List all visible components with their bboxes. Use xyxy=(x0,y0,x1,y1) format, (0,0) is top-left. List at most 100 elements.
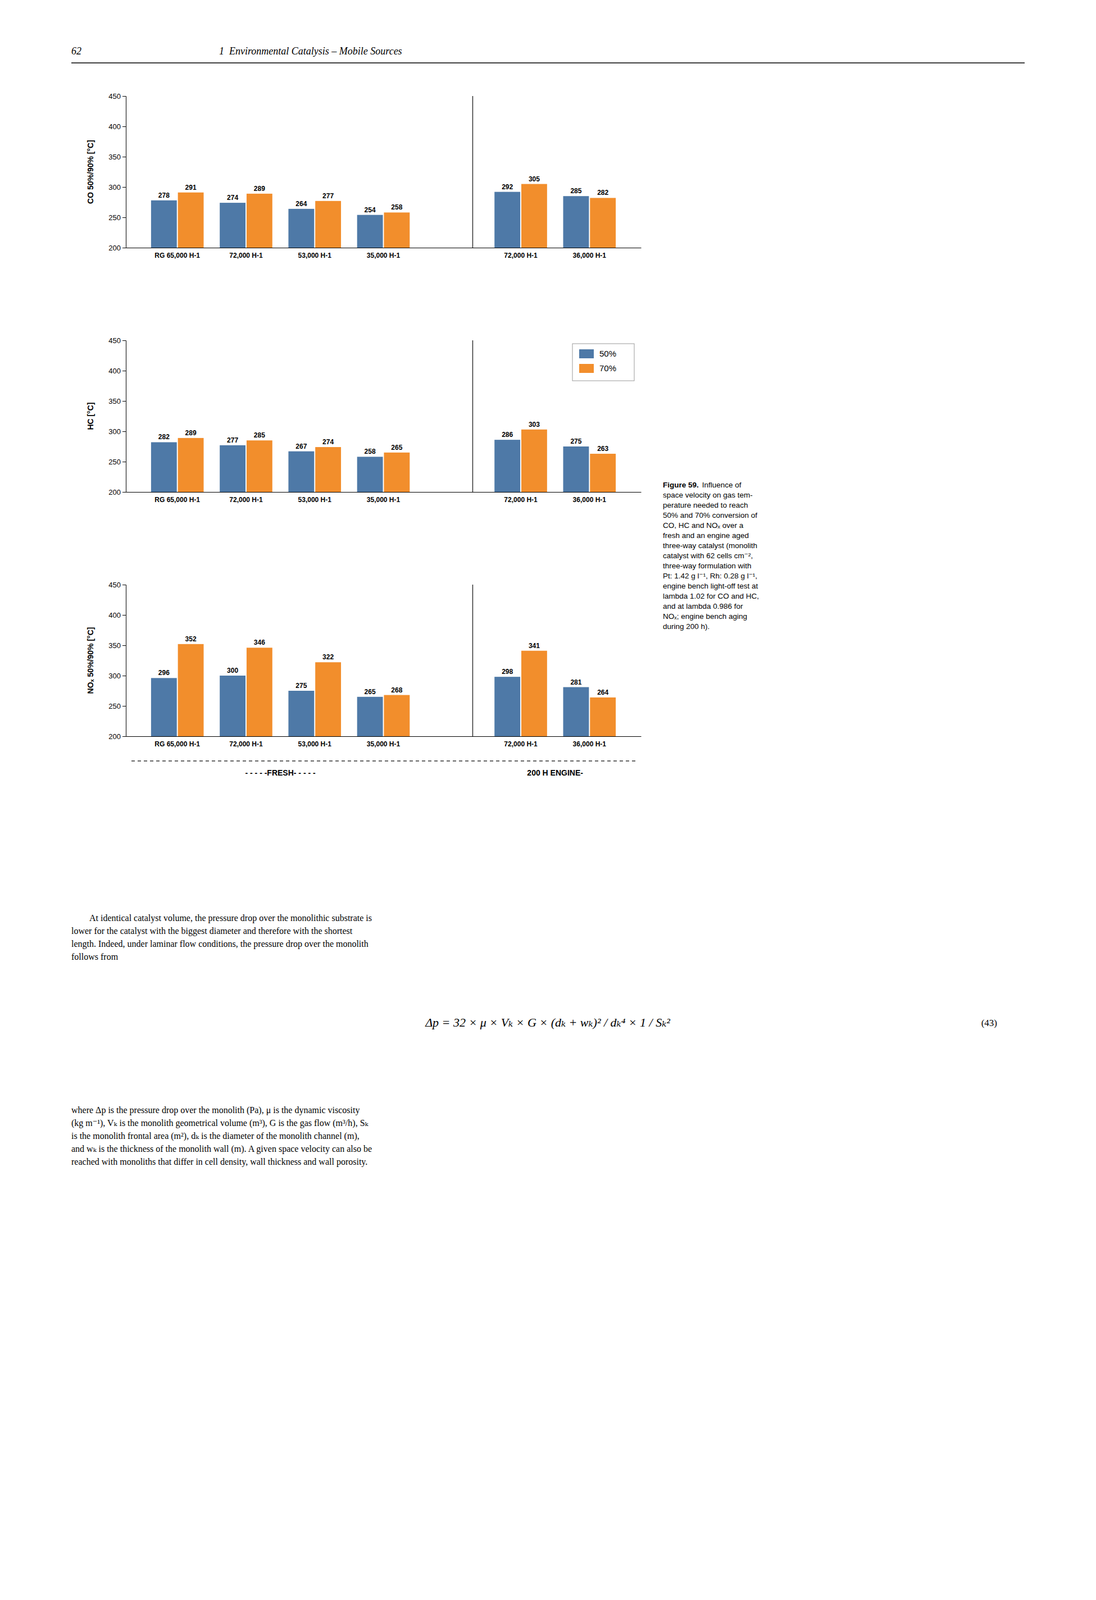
where-line: (kg m⁻¹), Vₖ is the monolith geometrical… xyxy=(71,1118,370,1129)
caption-line: fresh and an engine aged xyxy=(662,531,749,540)
data-label: 305 xyxy=(528,175,540,184)
data-label: 298 xyxy=(501,667,513,676)
y-tick: 350 xyxy=(108,152,126,162)
x-tick: 53,000 H-1 xyxy=(298,251,333,260)
bar xyxy=(178,192,204,248)
bar xyxy=(178,644,204,737)
y-tick-label: 250 xyxy=(108,213,121,222)
chart: 2963002752652982813523463222683412642002… xyxy=(85,580,642,858)
data-label: 289 xyxy=(185,429,197,438)
y-tick-mark xyxy=(122,96,126,97)
y-tick: 450 xyxy=(108,580,126,590)
y-tick: 400 xyxy=(108,122,126,131)
bar xyxy=(357,215,384,248)
data-label: 281 xyxy=(570,678,582,687)
data-label: 267 xyxy=(295,442,307,451)
y-axis: 200250300350400450 xyxy=(108,336,126,497)
data-label: 265 xyxy=(390,443,403,452)
bar xyxy=(562,196,589,248)
legend: 50%70% xyxy=(572,343,635,381)
data-label: 275 xyxy=(570,437,582,446)
y-tick: 200 xyxy=(108,243,126,253)
x-tick-label: 53,000 H-1 xyxy=(298,251,333,260)
x-tick-label: 72,000 H-1 xyxy=(229,496,263,504)
bar xyxy=(315,201,341,248)
y-axis: 200250300350400450 xyxy=(108,580,126,741)
where-line: and wₖ is the thickness of the monolith … xyxy=(71,1144,372,1155)
x-tick-label: 53,000 H-1 xyxy=(298,496,333,504)
y-tick-label: 350 xyxy=(108,397,121,406)
x-tick-label: RG 65,000 H-1 xyxy=(154,251,200,260)
bar xyxy=(383,212,410,248)
x-tick: 72,000 H-1 xyxy=(229,251,263,260)
data-label: 352 xyxy=(185,635,197,644)
x-tick: 36,000 H-1 xyxy=(572,251,607,260)
bar xyxy=(315,447,341,493)
y-tick: 250 xyxy=(108,213,126,222)
group-separator xyxy=(472,584,474,737)
x-tick: 53,000 H-1 xyxy=(298,496,333,504)
x-tick: RG 65,000 H-1 xyxy=(154,740,200,749)
y-tick-mark xyxy=(122,187,126,188)
data-label: 263 xyxy=(597,444,609,453)
x-tick: 72,000 H-1 xyxy=(503,251,538,260)
bar xyxy=(589,453,616,493)
x-tick: 35,000 H-1 xyxy=(366,740,401,749)
x-axis-line xyxy=(126,247,642,249)
caption-line: three-way formulation with xyxy=(662,561,752,571)
y-tick-label: 300 xyxy=(108,183,121,192)
data-label: 300 xyxy=(226,666,239,675)
caption-line: NOₓ; engine bench aging xyxy=(662,612,748,621)
bars xyxy=(151,184,616,248)
y-tick-mark xyxy=(122,615,126,616)
x-axis: RG 65,000 H-172,000 H-153,000 H-135,000 … xyxy=(126,492,642,504)
x-tick-label: 53,000 H-1 xyxy=(298,740,333,749)
y-tick-label: 200 xyxy=(108,732,121,741)
y-axis-title: NOₓ 50%/90% [°C] xyxy=(85,627,95,695)
x-tick: RG 65,000 H-1 xyxy=(154,496,200,504)
y-tick-mark xyxy=(122,645,126,647)
data-label: 296 xyxy=(158,669,170,677)
y-tick: 300 xyxy=(108,183,126,192)
y-tick-label: 200 xyxy=(108,243,121,253)
bar xyxy=(562,446,589,493)
y-tick: 200 xyxy=(108,488,126,497)
caption-line: perature needed to reach xyxy=(662,501,749,510)
y-tick-mark xyxy=(122,736,126,738)
y-tick: 350 xyxy=(108,397,126,406)
caption-line: 50% and 70% conversion of xyxy=(662,511,758,520)
data-label: 254 xyxy=(364,206,376,215)
legend-box xyxy=(572,343,635,381)
y-tick-label: 250 xyxy=(108,702,121,711)
body-line: length. Indeed, under laminar flow condi… xyxy=(71,939,369,950)
where-line: where Δp is the pressure drop over the m… xyxy=(71,1105,360,1116)
data-label: 282 xyxy=(158,433,170,441)
bar xyxy=(383,452,410,493)
equation-number: (43) xyxy=(981,1017,998,1029)
legend-swatch xyxy=(579,364,594,374)
bar xyxy=(521,651,548,737)
bar xyxy=(288,208,315,248)
bar xyxy=(521,429,548,493)
y-tick-mark xyxy=(122,401,126,402)
y-tick-label: 400 xyxy=(108,611,121,620)
group-separator xyxy=(472,96,474,248)
data-label: 282 xyxy=(597,188,609,197)
y-tick-mark xyxy=(122,492,126,493)
data-label: 258 xyxy=(390,203,403,212)
y-tick-label: 250 xyxy=(108,457,121,467)
page-number: 62 xyxy=(71,45,82,57)
bar xyxy=(494,439,521,493)
page: 621 Environmental Catalysis – Mobile Sou… xyxy=(0,0,1096,1600)
y-tick-label: 450 xyxy=(108,580,121,590)
bar xyxy=(589,697,616,737)
caption-line: space velocity on gas tem- xyxy=(662,490,753,500)
y-tick-label: 400 xyxy=(108,366,121,376)
y-axis-line xyxy=(122,585,127,738)
bar xyxy=(219,675,246,737)
x-tick: 72,000 H-1 xyxy=(229,740,263,749)
y-axis: 200250300350400450 xyxy=(108,92,126,253)
bar xyxy=(383,695,410,737)
y-tick: 400 xyxy=(108,366,126,376)
y-tick-mark xyxy=(122,156,126,158)
